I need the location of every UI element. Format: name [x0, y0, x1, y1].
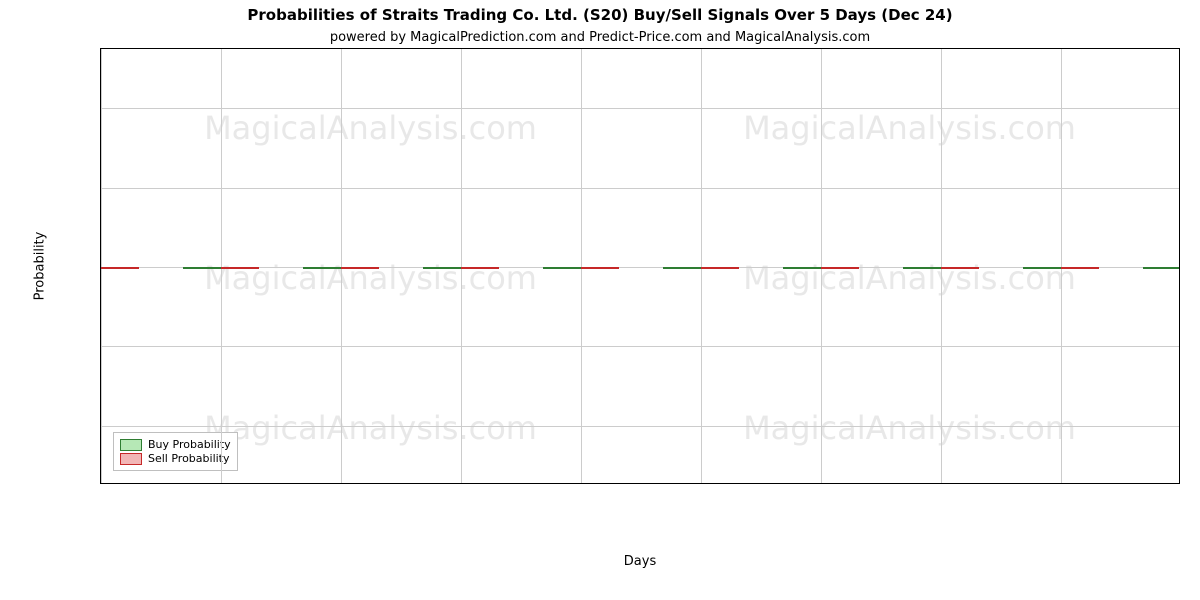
gridline-horizontal [101, 108, 1179, 109]
xtick-label: 2024-12-18 [401, 483, 472, 484]
chart-container: { "chart": { "type": "bar", "title": "Pr… [0, 0, 1200, 600]
bar-sell [821, 267, 859, 269]
bar-sell [341, 267, 379, 269]
watermark-text: MagicalAnalysis.com [194, 109, 547, 147]
bar-buy [903, 267, 941, 269]
watermark-text: MagicalAnalysis.com [733, 409, 1086, 447]
xtick-label: 2024-12-23 [100, 483, 112, 484]
bar-buy [783, 267, 821, 269]
watermark-row: MagicalAnalysis.com MagicalAnalysis.com [101, 259, 1179, 297]
legend-item-sell: Sell Probability [120, 452, 231, 465]
plot-area: MagicalAnalysis.com MagicalAnalysis.com M… [100, 48, 1180, 484]
gridline-horizontal [101, 346, 1179, 347]
xtick-label: 2024-12-13 [761, 483, 832, 484]
gridline-vertical [101, 49, 102, 483]
xtick-label: 2024-12-11 [1001, 483, 1072, 484]
xtick-label: 2024-12-16 [641, 483, 712, 484]
bar-sell [941, 267, 979, 269]
xtick-mark [941, 483, 942, 484]
gridline-vertical [341, 49, 342, 483]
watermark-text: MagicalAnalysis.com [194, 409, 547, 447]
gridline-vertical [701, 49, 702, 483]
gridline-vertical [221, 49, 222, 483]
bar-sell [581, 267, 619, 269]
bar-sell [1061, 267, 1099, 269]
legend: Buy Probability Sell Probability [113, 432, 238, 471]
watermark-text: MagicalAnalysis.com [194, 259, 547, 297]
xtick-label: 2024-12-10 [1121, 483, 1180, 484]
legend-label-buy: Buy Probability [148, 438, 231, 451]
gridline-vertical [941, 49, 942, 483]
bar-buy [183, 267, 221, 269]
chart-title: Probabilities of Straits Trading Co. Ltd… [0, 6, 1200, 24]
xtick-label: 2024-12-17 [521, 483, 592, 484]
legend-item-buy: Buy Probability [120, 438, 231, 451]
watermark-row: MagicalAnalysis.com MagicalAnalysis.com [101, 409, 1179, 447]
bar-sell [701, 267, 739, 269]
legend-label-sell: Sell Probability [148, 452, 230, 465]
bar-buy [663, 267, 701, 269]
watermark-row: MagicalAnalysis.com MagicalAnalysis.com [101, 109, 1179, 147]
xtick-mark [701, 483, 702, 484]
bar-sell [221, 267, 259, 269]
xtick-mark [1061, 483, 1062, 484]
gridline-horizontal [101, 267, 1179, 268]
bar-sell [461, 267, 499, 269]
gridline-horizontal [101, 426, 1179, 427]
watermark-text: MagicalAnalysis.com [733, 109, 1086, 147]
bar-buy [423, 267, 461, 269]
gridline-vertical [581, 49, 582, 483]
bar-buy [303, 267, 341, 269]
x-axis-label: Days [624, 554, 656, 569]
xtick-mark [821, 483, 822, 484]
bar-sell [101, 267, 139, 269]
gridline-vertical [1061, 49, 1062, 483]
xtick-mark [581, 483, 582, 484]
xtick-mark [221, 483, 222, 484]
gridline-vertical [461, 49, 462, 483]
xtick-mark [101, 483, 102, 484]
bar-buy [543, 267, 581, 269]
gridline-vertical [821, 49, 822, 483]
xtick-label: 2024-12-20 [161, 483, 232, 484]
xtick-label: 2024-12-12 [881, 483, 952, 484]
legend-swatch-sell [120, 453, 142, 465]
y-axis-label: Probability [33, 232, 48, 301]
chart-subtitle: powered by MagicalPrediction.com and Pre… [0, 30, 1200, 45]
legend-swatch-buy [120, 439, 142, 451]
xtick-mark [461, 483, 462, 484]
xtick-label: 2024-12-19 [281, 483, 352, 484]
bar-buy [1023, 267, 1061, 269]
gridline-horizontal [101, 188, 1179, 189]
watermark-text: MagicalAnalysis.com [733, 259, 1086, 297]
xtick-mark [341, 483, 342, 484]
bar-buy [1143, 267, 1180, 269]
